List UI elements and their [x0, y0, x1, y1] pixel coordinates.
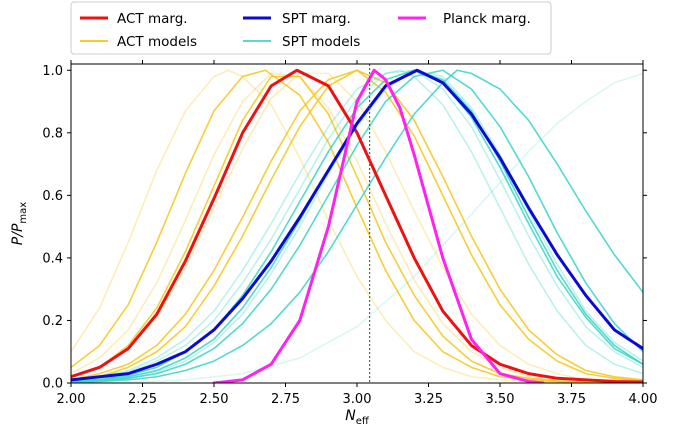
model-line-7 — [71, 69, 643, 383]
legend: ACT marg. ACT models SPT marg. SPT model… — [70, 1, 552, 55]
model-line-14 — [71, 72, 643, 383]
legend-entry-act-models: ACT models — [80, 34, 197, 50]
y-axis-label-sub: max — [18, 202, 29, 224]
model-line-0 — [71, 69, 643, 383]
legend-label: SPT marg. — [282, 11, 351, 27]
x-tick-label: 2.50 — [200, 392, 229, 407]
model-line-4 — [71, 69, 643, 383]
x-tick-label: 3.25 — [414, 392, 443, 407]
y-tick-label: 0.0 — [42, 377, 63, 392]
x-axis-label-main: N — [345, 408, 356, 424]
x-axis-label: Neff — [345, 408, 370, 427]
model-line-5 — [71, 72, 643, 383]
model-line-11 — [71, 69, 643, 381]
legend-label: Planck marg. — [443, 11, 531, 27]
plot-lines — [71, 68, 643, 383]
legend-label: ACT models — [117, 34, 197, 50]
model-line-12 — [71, 69, 643, 383]
x-tick-label: 3.00 — [343, 392, 372, 407]
x-tick-label: 3.75 — [557, 392, 586, 407]
y-tick-label: 0.2 — [42, 314, 63, 329]
x-axis-label-sub: eff — [356, 416, 370, 427]
model-line-2 — [71, 69, 643, 382]
model-line-3 — [71, 69, 643, 381]
legend-label: ACT marg. — [117, 11, 188, 27]
y-tick-label: 0.6 — [42, 189, 63, 204]
model-line-8 — [71, 69, 643, 383]
model-line-10 — [71, 69, 643, 383]
model-line-9 — [71, 69, 643, 383]
x-tick-label: 2.25 — [128, 392, 157, 407]
axes-frame — [70, 63, 644, 384]
legend-box — [70, 1, 552, 55]
series-line-act-marg — [71, 68, 643, 383]
legend-entry-spt-marg: SPT marg. — [243, 11, 351, 27]
y-axis-label-main: P/P — [10, 223, 26, 245]
legend-entry-act-marg: ACT marg. — [80, 11, 188, 27]
legend-label: SPT models — [282, 34, 360, 50]
y-axis-label: P/Pmax — [10, 202, 29, 245]
x-tick-label: 2.75 — [271, 392, 300, 407]
legend-entry-planck-marg: Planck marg. — [398, 11, 531, 27]
model-line-1 — [71, 75, 643, 383]
x-tick-label: 3.50 — [486, 392, 515, 407]
series-line-planck-marg — [212, 68, 545, 383]
y-tick-label: 0.8 — [42, 126, 63, 141]
model-line-13 — [71, 69, 643, 382]
model-line-6 — [71, 72, 643, 383]
y-tick-label: 1.0 — [42, 64, 63, 79]
x-tick-label: 4.00 — [629, 392, 658, 407]
legend-entry-spt-models: SPT models — [243, 34, 360, 50]
y-tick-label: 0.4 — [42, 251, 63, 266]
x-tick-label: 2.00 — [57, 392, 86, 407]
axis-ticks: 2.00 2.25 2.50 2.75 3.00 3.25 3.50 3.75 4.00 0.0 0… — [42, 60, 657, 407]
series-line-spt-marg — [71, 68, 643, 382]
